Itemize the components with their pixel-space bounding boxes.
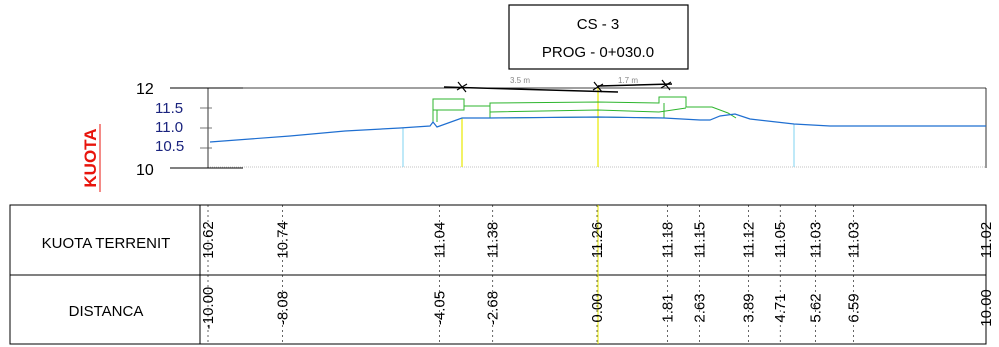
distance-label: -4.05 [431,291,448,325]
distance-label: 6.59 [845,293,862,322]
terrain-line [209,113,986,143]
distance-label: 4.71 [772,293,789,322]
distance-label: -2.68 [485,291,502,325]
elevation-label: 11.38 [485,222,502,258]
elevation-label: 11.26 [589,222,606,258]
distance-values: -10.00 -8.08 -4.05 -2.68 0.00 1.81 2.63 3.89 4.7… [200,275,995,344]
elevation-values: 10.62 10.74 11.04 11.38 11.26 11.18 11.15 11.12… [200,205,995,275]
distance-label: 10.00 [978,289,995,327]
distance-label: -10.00 [200,287,217,330]
y-tick-12: 12 [136,81,154,98]
dimension-line: 3.5 m 1.7 m [443,76,673,93]
table-row2-label: DISTANCA [69,303,144,320]
elevation-label: 11.18 [659,222,676,258]
title-box: CS - 3 PROG - 0+030.0 [508,4,689,70]
distance-label: -8.08 [275,291,292,325]
title-line-1: CS - 3 [577,16,620,33]
distance-label: 1.81 [659,293,676,322]
data-table: KUOTA TERRENIT DISTANCA 10.62 10.74 11.04 1… [9,204,995,345]
vertical-markers [402,88,795,167]
y-tick-10-5: 10.5 [155,138,184,155]
elevation-label: 11.03 [845,222,862,258]
y-tick-10: 10 [136,162,154,179]
elevation-label: 11.03 [808,222,825,258]
elevation-label: 10.74 [275,221,292,259]
distance-label: 0.00 [589,293,606,322]
elevation-label: 11.02 [978,222,995,258]
y-axis-title: KUOTA [81,128,100,187]
elevation-label: 11.05 [772,222,789,258]
y-axis-ticks: 12 11.5 11.0 10.5 10 [136,81,243,179]
dimension-left-label: 3.5 m [510,76,530,85]
elevation-label: 11.15 [691,222,708,258]
distance-label: 2.63 [691,293,708,322]
y-tick-11-0: 11.0 [155,119,183,136]
table-row1-label: KUOTA TERRENIT [42,235,171,252]
dimension-right-label: 1.7 m [618,76,638,85]
distance-label: 3.89 [740,293,757,322]
elevation-label: 10.62 [200,221,217,259]
y-tick-11-5: 11.5 [155,100,183,117]
elevation-label: 11.12 [740,222,757,258]
distance-label: 5.62 [808,293,825,322]
title-line-2: PROG - 0+030.0 [542,44,654,61]
plot-frame [207,87,987,168]
elevation-label: 11.04 [431,222,448,258]
